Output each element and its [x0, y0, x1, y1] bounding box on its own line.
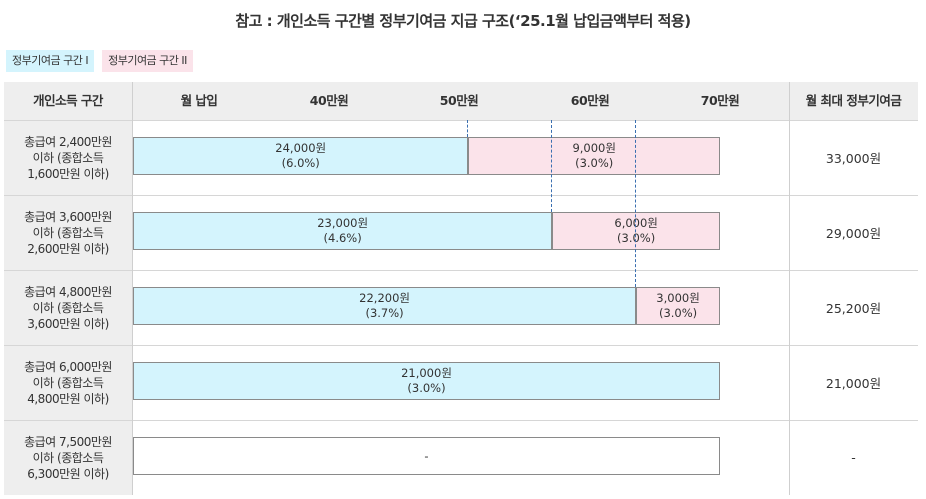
- income-bracket-line: 이하 (종합소득: [32, 151, 104, 165]
- header-max: 월 최대 정부기여금: [805, 93, 902, 108]
- max-contribution: 25,200원: [825, 301, 882, 316]
- max-contribution: 29,000원: [825, 226, 882, 241]
- bar-amount: 3,000원: [656, 291, 700, 305]
- row-divider: [4, 120, 918, 121]
- income-bracket-line: 3,600만원 이하): [27, 317, 109, 331]
- income-bracket-line: 총급여 3,600만원: [24, 210, 112, 224]
- row-divider: [4, 420, 918, 421]
- income-bracket-line: 총급여 6,000만원: [24, 360, 112, 374]
- row-divider: [4, 195, 918, 196]
- column-divider: [132, 82, 133, 495]
- max-contribution: 21,000원: [825, 376, 882, 391]
- page-title: 참고 : 개인소득 구간별 정부기여금 지급 구조(‘25.1월 납입금액부터 …: [235, 12, 691, 30]
- contribution-table: 개인소득 구간 월 납입 40만원 50만원 60만원 70만원 월 최대 정부…: [4, 82, 918, 497]
- income-bracket-line: 이하 (종합소득: [32, 376, 104, 390]
- bar-amount: -: [424, 448, 429, 463]
- header-tick-50: 50만원: [439, 93, 479, 108]
- bar-amount: 23,000원: [317, 216, 369, 230]
- legend-zone-2: 정부기여금 구간 II: [102, 50, 193, 72]
- income-bracket-line: 총급여 4,800만원: [24, 285, 112, 299]
- contribution-bar-zone-1: 24,000원 (6.0%): [133, 137, 469, 175]
- max-contribution: -: [851, 450, 856, 465]
- header-income: 개인소득 구간: [33, 93, 103, 108]
- contribution-bar-zone-2: 3,000원 (3.0%): [636, 287, 720, 325]
- header-tick-70: 70만원: [700, 93, 740, 108]
- contribution-bar-zone-1: 23,000원 (4.6%): [133, 212, 553, 250]
- bar-rate: (3.7%): [365, 306, 404, 320]
- income-bracket-line: 이하 (종합소득: [32, 451, 104, 465]
- income-bracket-line: 2,600만원 이하): [27, 242, 109, 256]
- row-divider: [4, 345, 918, 346]
- bar-amount: 9,000원: [572, 141, 616, 155]
- bar-rate: (6.0%): [281, 156, 320, 170]
- column-divider: [789, 82, 790, 495]
- income-bracket-line: 총급여 2,400만원: [24, 135, 112, 149]
- income-bracket-line: 4,800만원 이하): [27, 392, 109, 406]
- bar-rate: (3.0%): [575, 156, 614, 170]
- contribution-bar-zone-1: 21,000원 (3.0%): [133, 362, 720, 400]
- bar-amount: 24,000원: [275, 141, 327, 155]
- contribution-bar-zone-1: 22,200원 (3.7%): [133, 287, 637, 325]
- row-divider: [4, 270, 918, 271]
- threshold-guide: [551, 120, 553, 212]
- table-header: 개인소득 구간 월 납입 40만원 50만원 60만원 70만원 월 최대 정부…: [4, 82, 918, 120]
- header-tick-40: 40만원: [309, 93, 349, 108]
- bar-amount: 22,200원: [359, 291, 410, 305]
- income-bracket-line: 이하 (종합소득: [32, 301, 104, 315]
- header-monthly: 월 납입: [180, 93, 218, 108]
- income-bracket-line: 6,300만원 이하): [27, 467, 109, 481]
- threshold-guide: [635, 120, 637, 287]
- contribution-bar-zone-2: 9,000원 (3.0%): [468, 137, 720, 175]
- bar-amount: 21,000원: [401, 366, 452, 380]
- bar-rate: (3.0%): [407, 381, 446, 395]
- legend: 정부기여금 구간 I 정부기여금 구간 II: [6, 50, 193, 72]
- threshold-guide: [467, 120, 469, 137]
- legend-zone-1: 정부기여금 구간 I: [6, 50, 95, 72]
- income-bracket-line: 이하 (종합소득: [32, 226, 104, 240]
- max-contribution: 33,000원: [825, 151, 882, 166]
- income-bracket-line: 총급여 7,500만원: [24, 435, 112, 449]
- header-tick-60: 60만원: [570, 93, 610, 108]
- income-bracket-line: 1,600만원 이하): [27, 167, 109, 181]
- contribution-bar-none: -: [133, 437, 720, 475]
- bar-rate: (3.0%): [658, 306, 698, 320]
- bar-rate: (4.6%): [323, 231, 362, 245]
